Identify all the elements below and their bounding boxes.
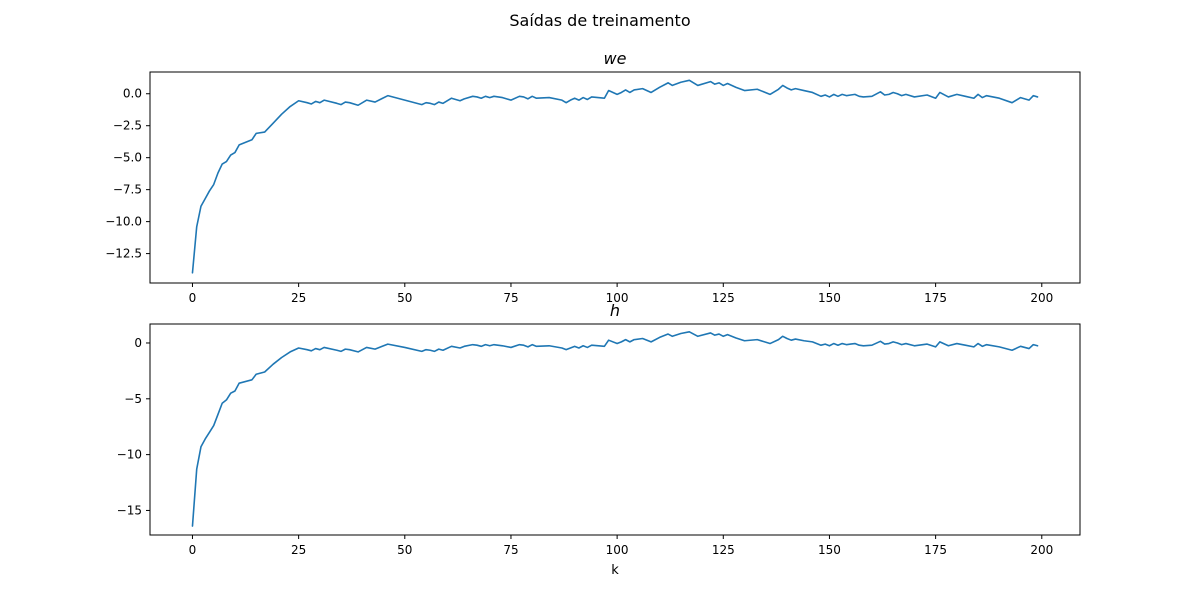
y-tick-label: −5 [124, 392, 142, 406]
x-tick-label: 150 [818, 543, 841, 557]
y-tick-label: −10.0 [105, 215, 142, 229]
y-tick-label: 0.0 [123, 87, 142, 101]
subplot-we: we 0 25 50 75 100 125 150 175 200 0.0 −2.5 −5.0 −7.5 −… [105, 49, 1081, 305]
x-tick-label: 25 [291, 543, 306, 557]
y-tick-label: −10 [117, 448, 142, 462]
series-line [191, 79, 1039, 274]
x-tick-label: 0 [189, 291, 197, 305]
y-tick-label: −2.5 [113, 119, 142, 133]
x-tick-label: 100 [606, 543, 629, 557]
x-tick-label: 50 [397, 543, 412, 557]
y-tick-label: −5.0 [113, 151, 142, 165]
y-tick-label: −15 [117, 503, 142, 517]
x-tick-label: 150 [818, 291, 841, 305]
x-tick-label: 75 [503, 291, 518, 305]
subplot-h: h 0 25 50 75 100 125 150 175 200 0 −5 −10 −15 k [117, 301, 1081, 578]
figure-suptitle: Saídas de treinamento [509, 11, 690, 30]
x-tick-label: 100 [606, 291, 629, 305]
x-tick-label: 25 [291, 291, 306, 305]
axes-frame [149, 323, 1081, 536]
subplot-title: h [610, 301, 620, 320]
x-tick-label: 175 [924, 543, 947, 557]
axes-frame [149, 71, 1081, 284]
x-tick-label: 75 [503, 543, 518, 557]
x-tick-label: 50 [397, 291, 412, 305]
series-line [191, 331, 1039, 527]
x-tick-label: 0 [189, 543, 197, 557]
y-tick-label: 0 [134, 336, 142, 350]
x-tick-label: 200 [1030, 291, 1053, 305]
y-tick-label: −12.5 [105, 247, 142, 261]
x-tick-label: 125 [712, 291, 735, 305]
x-axis-label: k [611, 563, 619, 578]
x-tick-label: 175 [924, 291, 947, 305]
x-tick-label: 200 [1030, 543, 1053, 557]
x-tick-label: 125 [712, 543, 735, 557]
subplot-title: we [604, 49, 627, 68]
y-tick-label: −7.5 [113, 183, 142, 197]
